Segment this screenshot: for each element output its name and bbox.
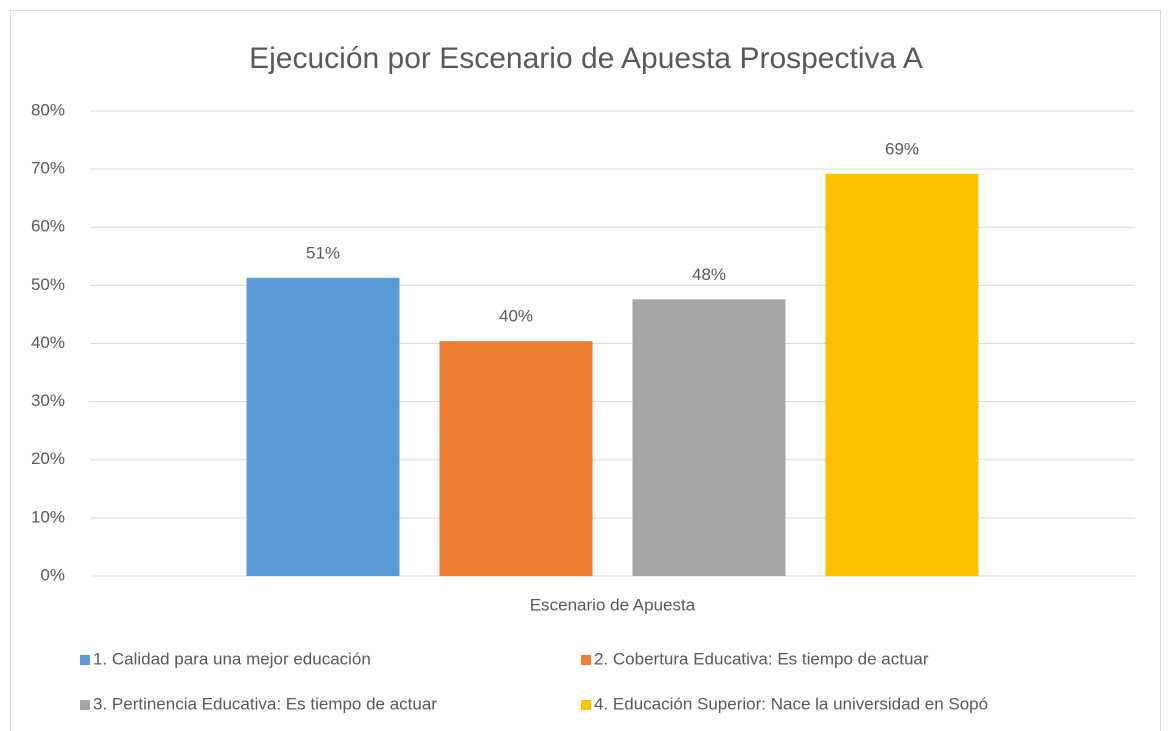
bar <box>439 341 593 576</box>
y-tick-label: 30% <box>31 391 65 410</box>
x-axis-label: Escenario de Apuesta <box>530 595 696 614</box>
legend-label: 4. Educación Superior: Nace la universid… <box>594 694 988 713</box>
legend-swatch <box>581 700 591 710</box>
legend-label: 3. Pertinencia Educativa: Es tiempo de a… <box>93 694 437 713</box>
chart-title: Ejecución por Escenario de Apuesta Prosp… <box>249 42 923 75</box>
bar <box>632 299 786 576</box>
y-tick-label: 0% <box>40 565 65 584</box>
y-tick-label: 80% <box>31 100 65 119</box>
data-label: 69% <box>885 139 919 158</box>
legend-label: 2. Cobertura Educativa: Es tiempo de act… <box>594 649 929 668</box>
y-tick-label: 70% <box>31 159 65 178</box>
bar <box>825 173 979 576</box>
y-tick-label: 10% <box>31 507 65 526</box>
data-label: 48% <box>692 265 726 284</box>
y-tick-label: 20% <box>31 449 65 468</box>
data-label: 40% <box>499 307 533 326</box>
legend-label: 1. Calidad para una mejor educación <box>93 649 371 668</box>
legend-swatch <box>80 700 90 710</box>
y-tick-label: 40% <box>31 333 65 352</box>
data-label: 51% <box>306 243 340 262</box>
legend-swatch <box>80 655 90 665</box>
legend-swatch <box>581 655 591 665</box>
y-tick-label: 50% <box>31 275 65 294</box>
y-tick-label: 60% <box>31 217 65 236</box>
bar <box>246 277 400 576</box>
